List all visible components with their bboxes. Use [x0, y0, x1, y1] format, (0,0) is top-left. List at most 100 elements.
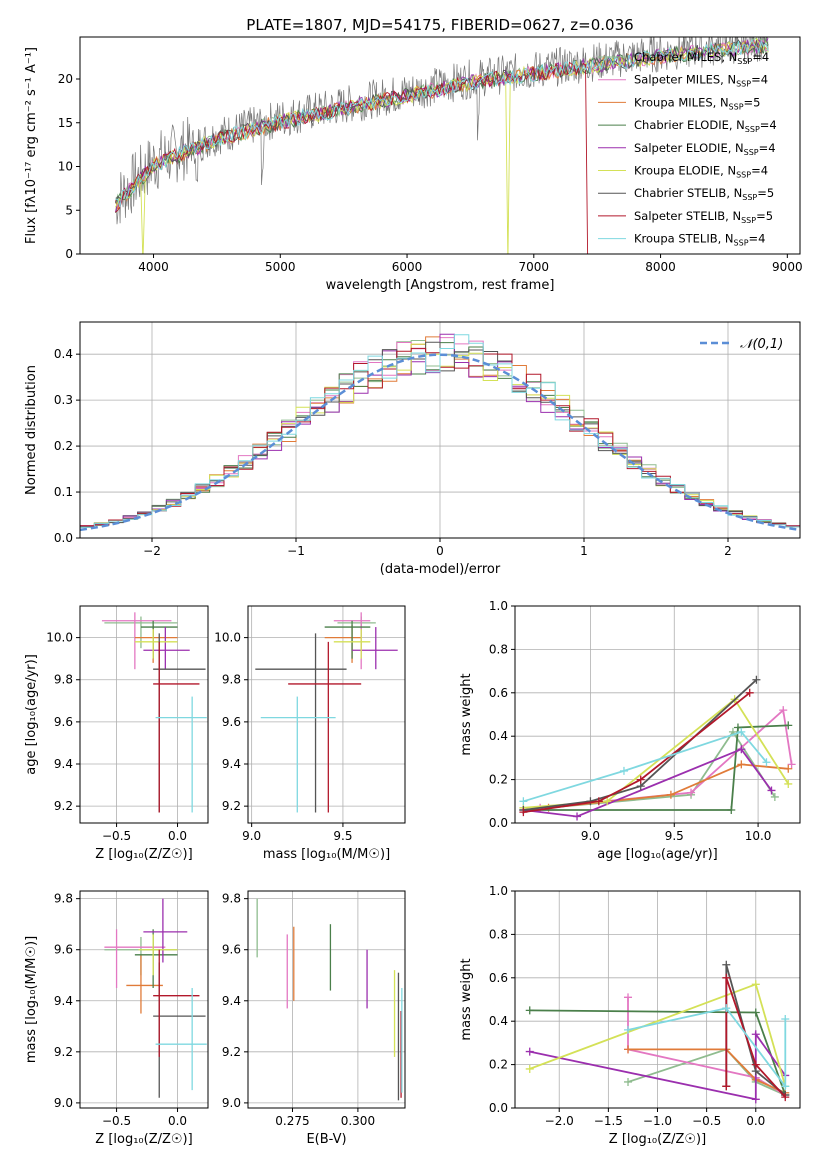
legend-count: =5 [744, 95, 761, 109]
legend-label: Salpeter STELIB, NSSP=5 [634, 209, 773, 225]
y-tick-label: 9.2 [222, 799, 241, 813]
legend-label: Kroupa ELODIE, NSSP=4 [634, 164, 768, 180]
x-axis-label: Z [log₁₀(Z/Z☉)] [95, 847, 192, 862]
weight-marker [519, 797, 528, 806]
weight-line [628, 1048, 786, 1094]
weight-marker [784, 764, 793, 773]
axes-frame [79, 605, 209, 824]
x-tick-label: 7000 [519, 260, 550, 274]
weight-marker [525, 1006, 534, 1015]
plot-area [80, 891, 208, 1108]
spectrum-panel: 4000 5000 6000 7000 8000 9000 0 5 10 15 20 waveleng… [24, 36, 803, 293]
x-tick-label: 0.0 [168, 829, 187, 843]
y-axis-label: age [log₁₀(age/yr)] [24, 654, 39, 775]
weight-series [722, 973, 790, 1102]
axes-frame [79, 321, 801, 539]
mass-vs-extinction-panel: 0.275 0.300 9.0 9.2 9.4 9.6 9.8 E(B-V) [222, 890, 406, 1147]
y-tick-label: 9.8 [222, 892, 241, 906]
legend-label: Kroupa MILES, NSSP=5 [634, 95, 760, 111]
y-axis-label: Flux [fλ10⁻¹⁷ erg cm⁻² s⁻¹ A⁻¹] [24, 47, 39, 244]
y-tick-label: 0.8 [489, 927, 508, 941]
x-axis-label: E(B-V) [306, 1132, 346, 1147]
legend-label: Chabrier MILES, NSSP=4 [634, 50, 769, 66]
errorbar-point [126, 954, 163, 1014]
y-tick-label: 10 [58, 160, 73, 174]
legend-count: =5 [757, 186, 774, 200]
legend-subscript: SSP [736, 80, 751, 89]
x-tick-label: 5000 [265, 260, 296, 274]
y-axis-label: Normed distribution [24, 365, 39, 495]
errorbar-point [104, 929, 166, 989]
weight-series [624, 1004, 790, 1091]
y-axis-label: mass weight [459, 958, 474, 1040]
y-tick-label: 0.4 [54, 347, 73, 361]
residual-histogram-line [80, 334, 800, 528]
y-tick-label: 0.0 [489, 1101, 508, 1115]
legend-subscript: SSP [736, 171, 751, 180]
spectrum-legend: Chabrier MILES, NSSP=4 Salpeter MILES, NS… [598, 50, 777, 248]
axes-frame [247, 890, 406, 1109]
model-spectrum-line [115, 61, 589, 254]
weight-marker [751, 1060, 760, 1069]
weight-marker [525, 1047, 534, 1056]
errorbar-point [288, 641, 362, 813]
legend-subscript: SSP [741, 216, 756, 225]
x-tick-label: 0.300 [341, 1114, 375, 1128]
plot-area [248, 606, 405, 823]
axes-frame [79, 890, 209, 1109]
y-tick-label: 10.0 [214, 631, 241, 645]
errorbar-point [153, 641, 200, 813]
legend-label: Salpeter MILES, NSSP=4 [634, 73, 768, 89]
y-tick-label: 9.4 [54, 994, 73, 1008]
weight-marker [573, 812, 582, 821]
errorbar-point [153, 633, 206, 813]
weight-marker [752, 675, 761, 684]
mass-weight-vs-age-panel: 9.0 9.5 10.0 0.0 0.2 0.4 0.6 0.8 1.0 age [log₁₀(a… [459, 599, 801, 862]
axes-frame [247, 605, 406, 824]
y-tick-label: 0.0 [54, 531, 73, 545]
y-tick-label: 0.3 [54, 393, 73, 407]
weight-line [523, 724, 789, 811]
x-tick-label: −0.5 [692, 1114, 721, 1128]
x-tick-label: 4000 [138, 260, 169, 274]
weight-marker [594, 797, 603, 806]
weight-marker [722, 973, 731, 982]
y-tick-label: 9.0 [222, 1096, 241, 1110]
legend-subscript: SSP [729, 102, 744, 111]
y-tick-label: 9.2 [222, 1045, 241, 1059]
legend-label: Salpeter ELODIE, NSSP=4 [634, 141, 776, 157]
y-tick-label: 1.0 [489, 884, 508, 898]
legend-count: =4 [752, 50, 769, 64]
y-tick-label: 9.6 [222, 715, 241, 729]
legend-subscript: SSP [742, 193, 757, 202]
weight-marker [751, 980, 760, 989]
y-tick-label: 0.6 [489, 971, 508, 985]
weight-marker [666, 790, 675, 799]
x-tick-label: −0.5 [102, 1114, 131, 1128]
legend-subscript: SSP [745, 125, 760, 134]
weight-marker [762, 758, 771, 767]
errorbar-point [255, 633, 347, 813]
y-tick-label: 10.0 [46, 631, 73, 645]
errorbar-point [324, 620, 371, 659]
y-tick-label: 9.6 [54, 715, 73, 729]
plot-area [248, 891, 405, 1108]
errorbar-point [352, 627, 398, 670]
weight-marker [784, 779, 793, 788]
legend-subscript: SSP [744, 148, 759, 157]
x-tick-label: −1.0 [643, 1114, 672, 1128]
y-tick-label: 1.0 [489, 599, 508, 613]
x-tick-label: 9.5 [333, 829, 352, 843]
errorbar-point [143, 627, 190, 670]
axes-frame [514, 605, 801, 824]
y-tick-label: 9.4 [222, 994, 241, 1008]
y-tick-label: 0.2 [54, 439, 73, 453]
errorbar-point [101, 612, 172, 670]
weight-marker [745, 688, 754, 697]
y-tick-label: 9.8 [54, 892, 73, 906]
x-tick-label: 9.5 [665, 829, 684, 843]
weight-marker [722, 960, 731, 969]
y-tick-label: 0.6 [489, 686, 508, 700]
errorbar-point [138, 934, 178, 976]
